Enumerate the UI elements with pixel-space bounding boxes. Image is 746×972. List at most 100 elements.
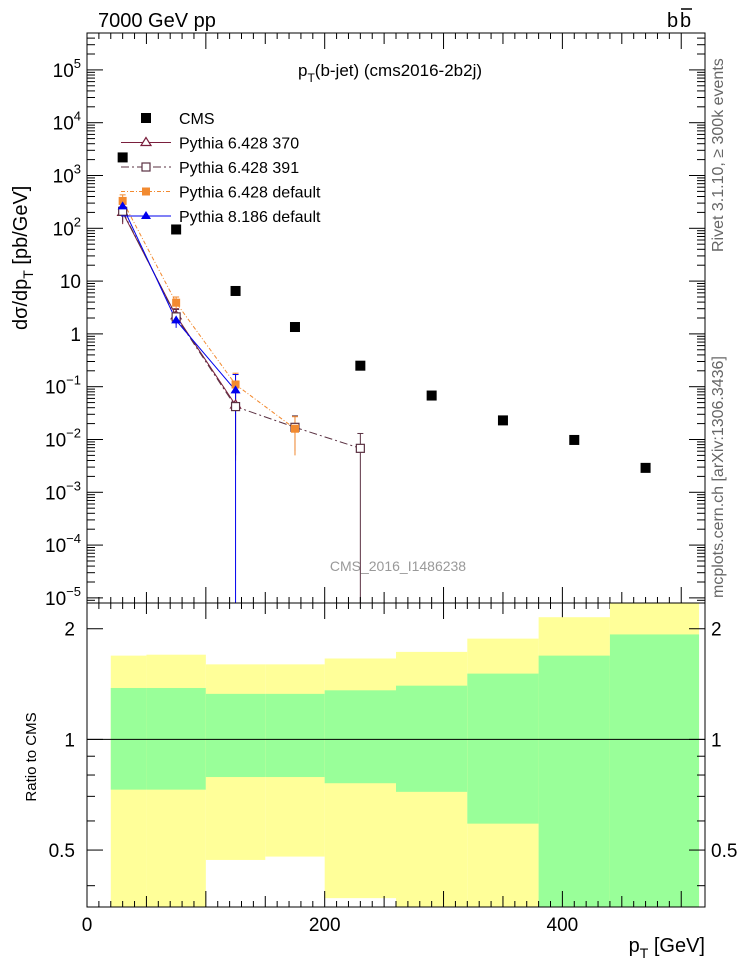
series-cms-point	[171, 224, 182, 235]
y-tick-label-base: 10	[45, 483, 66, 504]
y-tick-label-exp: −5	[66, 584, 81, 599]
legend-item-pythia-6-428-default-marker	[142, 187, 150, 196]
series-cms-point	[497, 415, 508, 426]
ratio-band-green-7	[538, 655, 610, 907]
header-right-b: b	[667, 10, 678, 32]
ratio-plot-panel: 0 200 400 0.5 0.5 1 1 2 2 Ratio to CMS pT [GeV]	[23, 602, 737, 961]
x-tick-label: 200	[309, 915, 341, 936]
legend-item-pythia-8-186-default: Pythia 8.186 default	[121, 209, 321, 226]
series-pythia-6-428-391-point	[230, 401, 241, 412]
ratio-band-green-5	[396, 685, 468, 792]
legend-item-cms-marker	[141, 113, 151, 123]
analysis-watermark: CMS_2016_I1486238	[330, 558, 466, 574]
series-pythia-8-186-default-point	[171, 315, 182, 324]
main-y-axis-label: dσ/dpT [pb/GeV]	[10, 186, 36, 330]
plot-title: pT(b-jet) (cms2016-2b2j)	[298, 61, 482, 85]
legend-item-cms-label: CMS	[179, 111, 215, 128]
ratio-band-green-4	[324, 690, 396, 784]
legend-item-pythia-6-428-391-marker	[141, 162, 151, 172]
y-tick-label-base: 10	[53, 61, 74, 82]
header-right-bbar: b	[680, 10, 691, 32]
main-clipped-layer	[116, 152, 651, 603]
series-pythia-8-186-default-point	[117, 201, 128, 210]
ratio-y-axis-label: Ratio to CMS	[23, 712, 40, 801]
legend-item-pythia-6-428-391-label: Pythia 6.428 391	[179, 160, 299, 177]
y-tick-label: 1	[70, 325, 81, 346]
ratio-band-green-1	[146, 687, 206, 790]
main-plot-panel: pT(b-jet) (cms2016-2b2j) CMS_2016_I14862…	[10, 32, 706, 619]
legend-item-pythia-6-428-default: Pythia 6.428 default	[121, 185, 321, 202]
legend-item-pythia-6-428-370-marker	[139, 136, 153, 147]
y-tick-label-exp: −4	[66, 531, 81, 546]
ratio-y-tick-label-left: 2	[64, 620, 75, 641]
legend-item-pythia-6-428-370: Pythia 6.428 370	[121, 136, 299, 153]
y-tick-label: 10−5	[45, 584, 81, 610]
y-tick-label-base: 10	[45, 430, 66, 451]
header-right: b b	[667, 8, 692, 32]
y-tick-label-exp: 5	[74, 56, 81, 71]
y-tick-label: 103	[53, 162, 81, 188]
series-pythia-6-428-default-line	[122, 200, 296, 430]
ratio-y-tick-label-right: 1	[711, 730, 722, 751]
y-tick-label-base: 1	[70, 325, 81, 346]
x-tick-label: 400	[547, 915, 579, 936]
series-pythia-6-428-default-point	[231, 380, 240, 389]
side-label-bottom: mcplots.cern.ch [arXiv:1306.3436]	[710, 356, 727, 598]
series-cms-point	[426, 390, 437, 401]
ratio-band-green-2	[205, 693, 266, 778]
y-tick-label-exp: 2	[74, 214, 81, 229]
y-tick-label-base: 10	[53, 114, 74, 135]
series-cms-point	[230, 285, 241, 296]
ratio-y-tick-label-left: 1	[64, 730, 75, 751]
header-left: 7000 GeV pp	[98, 10, 216, 32]
series-cms-point	[355, 360, 366, 371]
y-tick-label: 104	[53, 109, 81, 135]
y-tick-label: 105	[53, 56, 81, 82]
series-cms-point	[569, 434, 580, 445]
y-tick-label-exp: −2	[66, 425, 81, 440]
series-cms-point	[289, 322, 300, 333]
y-tick-label: 10−3	[45, 478, 81, 504]
ratio-y-tick-label-left: 0.5	[49, 841, 75, 862]
ratio-band-green-3	[265, 693, 325, 778]
ratio-axes: 0 200 400 0.5 0.5 1 1 2 2	[49, 602, 737, 936]
y-tick-label-exp: −1	[66, 373, 81, 388]
series-cms-point	[640, 462, 651, 473]
series-pythia-6-428-391-line	[122, 211, 361, 449]
x-tick-label: 0	[82, 915, 93, 936]
series-pythia-6-428-default-point	[118, 196, 127, 205]
legend-item-pythia-6-428-default-label: Pythia 6.428 default	[179, 185, 321, 202]
series-pythia-8-186-default-point	[230, 385, 241, 394]
y-tick-label-base: 10	[53, 167, 74, 188]
y-tick-label-exp: 4	[74, 109, 81, 124]
legend-item-pythia-8-186-default-marker	[141, 211, 151, 219]
x-axis-label: pT [GeV]	[629, 935, 705, 961]
y-tick-label-exp: −3	[66, 478, 81, 493]
side-label-top: Rivet 3.1.10, ≥ 300k events	[710, 58, 727, 252]
legend-item-cms: CMS	[141, 111, 215, 128]
y-tick-label: 10−1	[45, 373, 81, 399]
ratio-bands	[87, 603, 705, 907]
y-tick-label-base: 10	[45, 378, 66, 399]
ratio-band-green-8	[609, 634, 700, 907]
series-pythia-6-428-default-point	[172, 298, 181, 307]
y-tick-label: 102	[53, 214, 81, 240]
legend: CMS Pythia 6.428 370 Pythia 6.428 391 Pythi…	[121, 111, 321, 226]
legend-item-pythia-6-428-391: Pythia 6.428 391	[121, 160, 299, 177]
ratio-band-green-0	[110, 687, 147, 790]
y-tick-label: 10−4	[45, 531, 81, 557]
y-tick-label: 10	[60, 272, 81, 293]
ratio-band-green-6	[467, 673, 539, 824]
legend-item-pythia-8-186-default-label: Pythia 8.186 default	[179, 209, 321, 226]
y-tick-label-exp: 3	[74, 162, 81, 177]
ratio-y-tick-label-right: 2	[711, 620, 722, 641]
y-tick-label: 10−2	[45, 425, 81, 451]
series-pythia-6-428-default-point	[290, 424, 299, 433]
y-tick-label-base: 10	[53, 219, 74, 240]
y-tick-label-base: 10	[45, 536, 66, 557]
series-pythia-6-428-391-point	[355, 443, 365, 453]
y-tick-label-base: 10	[60, 272, 81, 293]
legend-item-pythia-6-428-370-label: Pythia 6.428 370	[179, 136, 299, 153]
